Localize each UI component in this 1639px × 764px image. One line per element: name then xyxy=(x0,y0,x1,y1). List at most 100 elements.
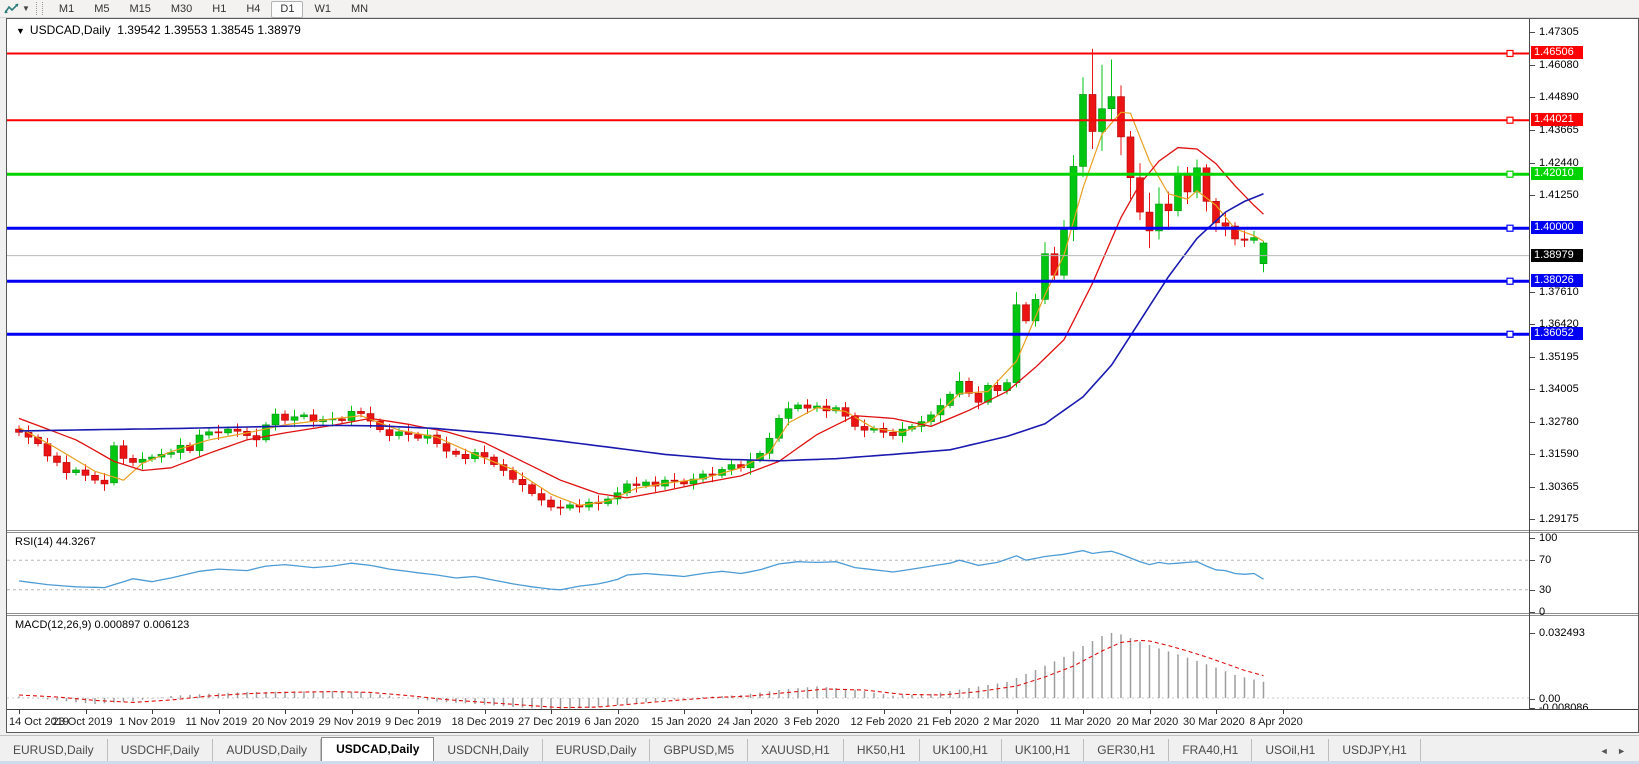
price-tick xyxy=(1530,129,1535,131)
timeframe-button-w1[interactable]: W1 xyxy=(314,2,331,15)
chart-tab-fra40-h1[interactable]: FRA40,H1 xyxy=(1169,739,1253,762)
line-drag-handle[interactable] xyxy=(1506,116,1514,124)
candle-body xyxy=(1107,96,1116,109)
candle-body xyxy=(1088,94,1097,132)
rsi-scale-tick xyxy=(1530,560,1535,562)
timeframe-button-d1[interactable]: D1 xyxy=(271,0,304,18)
timeframe-button-h4[interactable]: H4 xyxy=(246,2,261,15)
candle-body xyxy=(43,443,52,457)
chart-tab-usdcad-daily[interactable]: USDCAD,Daily xyxy=(321,737,435,762)
candle-body xyxy=(547,499,555,508)
candle-body xyxy=(642,481,650,486)
date-label: 14 Oct 2019 xyxy=(9,716,69,728)
chart-tab-ger30-h1[interactable]: GER30,H1 xyxy=(1084,739,1170,762)
line-drag-handle[interactable] xyxy=(1506,49,1514,58)
date-label: 3 Feb 2020 xyxy=(784,716,840,728)
candle-body xyxy=(414,434,422,439)
date-tick xyxy=(817,710,818,714)
timeframe-toolbar: ▼ M1 M5 M15 M30 H1 H4 D1 W1 MN xyxy=(0,0,1639,18)
candle-body xyxy=(357,411,365,414)
timeframe-button-m5[interactable]: M5 xyxy=(94,2,110,15)
line-drag-handle[interactable] xyxy=(1506,277,1514,285)
macd-scale-tick xyxy=(1530,633,1535,634)
chart-tab-eurusd-daily[interactable]: EURUSD,Daily xyxy=(0,739,108,762)
candle-body xyxy=(537,493,546,501)
price-tick xyxy=(1530,292,1535,294)
price-tick-label: 1.37610 xyxy=(1539,286,1579,299)
rsi-panel-plot[interactable] xyxy=(7,533,1529,613)
date-label: 20 Nov 2019 xyxy=(252,716,315,728)
price-tick-label: 1.47305 xyxy=(1539,26,1579,38)
chevron-down-icon[interactable]: ▼ xyxy=(22,4,30,13)
price-tick xyxy=(1530,64,1535,66)
chart-tab-gbpusd-m5[interactable]: GBPUSD,M5 xyxy=(650,739,749,762)
line-drag-handle[interactable] xyxy=(1506,170,1514,178)
chart-tab-usdjpy-h1[interactable]: USDJPY,H1 xyxy=(1329,739,1421,762)
panel-splitter[interactable] xyxy=(7,530,1638,533)
chart-tab-eurusd-daily[interactable]: EURUSD,Daily xyxy=(543,739,651,762)
chart-window: ▼ USDCAD,Daily 1.39542 1.39553 1.38545 1.… xyxy=(6,18,1639,733)
candle-body xyxy=(129,458,137,463)
chart-tab-hk50-h1[interactable]: HK50,H1 xyxy=(844,739,920,762)
price-tick-label: 1.43665 xyxy=(1539,123,1579,136)
rsi-scale-tick xyxy=(1530,538,1535,539)
candle-body xyxy=(1212,201,1220,224)
tab-scroll-right-icon[interactable]: ► xyxy=(1617,746,1626,756)
panel-splitter[interactable] xyxy=(7,613,1638,616)
date-tick xyxy=(1149,710,1151,714)
chart-tab-usdcnh-daily[interactable]: USDCNH,Daily xyxy=(434,739,543,762)
price-tick xyxy=(1530,32,1535,33)
toolbar-grip-handle[interactable] xyxy=(35,2,43,15)
timeframe-button-m1[interactable]: M1 xyxy=(58,2,75,15)
chart-tab-uk100-h1[interactable]: UK100,H1 xyxy=(920,739,1002,762)
chart-tab-usdchf-daily[interactable]: USDCHF,Daily xyxy=(108,739,214,762)
timeframe-button-mn[interactable]: MN xyxy=(350,2,369,15)
candle-body xyxy=(936,405,945,416)
line-drag-handle[interactable] xyxy=(1506,330,1514,338)
tick-chart-icon[interactable] xyxy=(3,2,21,15)
candle-body xyxy=(566,504,574,509)
chart-tab-usoil-h1[interactable]: USOil,H1 xyxy=(1252,739,1330,762)
date-label: 12 Feb 2020 xyxy=(850,716,913,728)
candle-body xyxy=(366,413,375,422)
chart-dropdown-icon[interactable]: ▼ xyxy=(16,26,25,36)
price-tick-label: 1.30365 xyxy=(1539,481,1579,493)
candle-body xyxy=(395,431,403,436)
candle-body xyxy=(53,455,61,463)
date-axis[interactable]: 14 Oct 2019 23 Oct 2019 1 Nov 2019 11 Nov 2… xyxy=(7,709,1638,732)
macd-scale-label: 0.032493 xyxy=(1539,627,1585,639)
candle-body xyxy=(803,404,812,409)
chart-tab-xauusd-h1[interactable]: XAUUSD,H1 xyxy=(748,739,844,762)
candle-body xyxy=(965,381,973,394)
chart-tab-audusd-daily[interactable]: AUDUSD,Daily xyxy=(213,739,322,762)
current-price-label: 1.38979 xyxy=(1531,248,1583,262)
date-tick xyxy=(684,710,685,714)
date-label: 15 Jan 2020 xyxy=(651,716,712,728)
chart-title: ▼ USDCAD,Daily 1.39542 1.39553 1.38545 1.… xyxy=(13,23,304,37)
timeframe-button-m30[interactable]: M30 xyxy=(170,2,193,15)
chart-tab-uk100-h1[interactable]: UK100,H1 xyxy=(1002,739,1085,762)
line-drag-handle[interactable] xyxy=(1506,224,1514,232)
level-price-label: 1.40000 xyxy=(1531,221,1583,235)
rsi-scale-label: 0 xyxy=(1539,606,1546,618)
date-label: 24 Jan 2020 xyxy=(717,716,779,728)
main-chart-plot[interactable] xyxy=(7,19,1529,530)
candle-body xyxy=(765,437,774,454)
date-label: 30 Mar 2020 xyxy=(1183,716,1245,728)
timeframe-button-m15[interactable]: M15 xyxy=(129,2,151,15)
candle-body xyxy=(528,484,536,494)
date-tick xyxy=(750,710,752,714)
macd-panel-plot[interactable] xyxy=(7,616,1529,709)
candle-body xyxy=(984,385,992,403)
date-label: 29 Nov 2019 xyxy=(318,716,381,728)
price-tick-label: 1.31590 xyxy=(1539,448,1579,461)
price-tick-label: 1.42440 xyxy=(1539,156,1579,169)
tab-scroll-left-icon[interactable]: ◄ xyxy=(1599,746,1609,756)
tab-scroll-nav: ◄ ► xyxy=(1597,746,1629,762)
timeframe-button-h1[interactable]: H1 xyxy=(212,2,227,15)
candle-body xyxy=(974,393,983,403)
date-tick xyxy=(85,710,87,714)
macd-scale-tick xyxy=(1530,708,1535,709)
macd-scale-label: 0.00 xyxy=(1539,693,1561,705)
candle-body xyxy=(993,385,1002,392)
